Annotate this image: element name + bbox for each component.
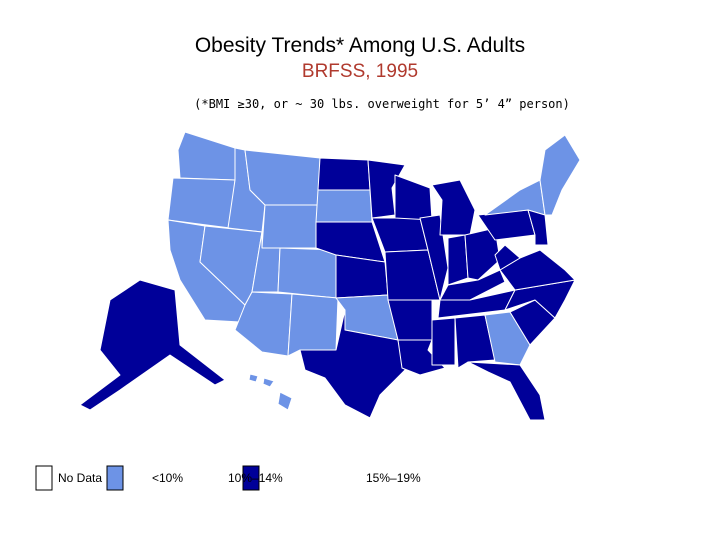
state <box>431 317 456 366</box>
legend-swatch <box>106 465 124 491</box>
state <box>299 309 406 419</box>
state <box>394 174 433 221</box>
subtitle: BRFSS, 1995 <box>302 61 418 82</box>
state <box>539 134 581 216</box>
state <box>177 131 236 181</box>
legend: No Data <10% 10%–14% 15%–19% <box>35 465 421 491</box>
state <box>317 157 371 191</box>
state <box>244 149 321 206</box>
state <box>315 189 373 223</box>
title: Obesity Trends* Among U.S. Adults <box>195 34 525 57</box>
state <box>484 311 531 366</box>
state <box>367 159 406 219</box>
state <box>527 209 549 246</box>
state <box>248 373 259 383</box>
state <box>287 293 339 357</box>
legend-label: No Data <box>58 471 102 485</box>
state <box>79 279 226 411</box>
state <box>419 214 449 301</box>
legend-label: 15%–19% <box>366 471 421 485</box>
state <box>454 314 496 369</box>
state <box>467 361 546 421</box>
us-map <box>79 131 581 421</box>
legend-swatch <box>35 465 53 491</box>
state <box>494 244 521 271</box>
state <box>277 391 293 411</box>
note: (*BMI ≥30, or ~ 30 lbs. overweight for 5… <box>194 97 570 111</box>
legend-label: 10%–14% <box>228 471 283 485</box>
state <box>447 234 469 286</box>
state <box>335 254 389 299</box>
legend-label: <10% <box>152 471 183 485</box>
state <box>277 247 337 299</box>
state <box>484 179 546 216</box>
legend-swatch <box>242 465 260 491</box>
state <box>167 177 236 229</box>
state <box>262 377 275 388</box>
state <box>261 204 319 249</box>
